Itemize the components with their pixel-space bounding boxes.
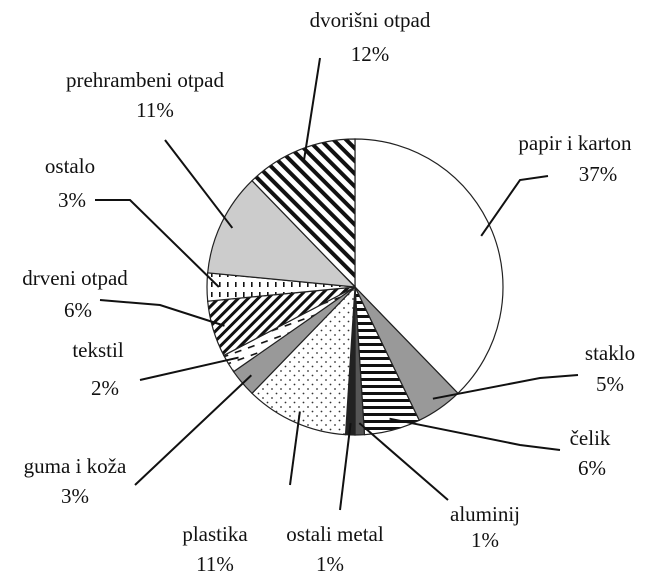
leader-line <box>432 374 579 400</box>
leader-line <box>134 374 253 486</box>
slice-label: ostalo <box>45 154 95 178</box>
slice-label: papir i karton <box>518 131 632 155</box>
slice-value-label: 11% <box>196 552 234 575</box>
leader-line <box>164 139 234 229</box>
leader-line <box>289 411 301 486</box>
slice-label: tekstil <box>72 338 123 362</box>
pie-slice <box>207 179 357 288</box>
slice-value-label: 3% <box>61 484 89 508</box>
leader-line <box>99 299 225 327</box>
slice-label: guma i koža <box>24 454 127 478</box>
slice-value-label: 6% <box>578 456 606 480</box>
pie-slice <box>354 138 504 395</box>
slice-value-label: 5% <box>596 372 624 396</box>
slice-value-label: 37% <box>579 162 618 186</box>
leader-line <box>302 57 321 161</box>
leader-line <box>339 422 352 511</box>
leader-line <box>389 417 561 451</box>
slice-label: aluminij <box>450 502 520 526</box>
slice-label: staklo <box>585 341 635 365</box>
slice-label: dvorišni otpad <box>310 8 431 32</box>
slice-label: prehrambeni otpad <box>66 68 225 92</box>
slice-value-label: 2% <box>91 376 119 400</box>
slice-label: plastika <box>182 522 248 546</box>
slice-value-label: 1% <box>471 528 499 552</box>
slice-label: čelik <box>570 426 611 450</box>
leader-line <box>480 175 549 237</box>
pie-slice <box>251 138 356 289</box>
slice-value-label: 1% <box>316 552 344 575</box>
leader-line <box>95 199 220 288</box>
slice-label: ostali metal <box>286 522 384 546</box>
slice-value-label: 11% <box>136 98 174 122</box>
leader-line <box>139 356 239 381</box>
pie-slice <box>251 285 356 436</box>
leader-line <box>358 422 449 501</box>
slice-value-label: 12% <box>351 42 390 66</box>
slice-label: drveni otpad <box>22 266 128 290</box>
slice-value-label: 3% <box>58 188 86 212</box>
slice-value-label: 6% <box>64 298 92 322</box>
